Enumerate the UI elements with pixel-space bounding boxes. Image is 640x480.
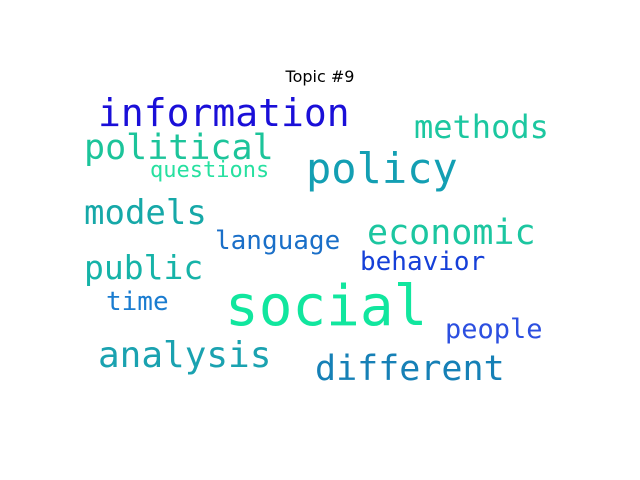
cloud-word-analysis: analysis	[98, 335, 272, 376]
word-cloud: information methods political policy que…	[80, 86, 560, 406]
cloud-word-information: information	[98, 91, 350, 135]
cloud-word-social: social	[225, 274, 428, 339]
cloud-word-policy: policy	[306, 144, 458, 193]
cloud-word-methods: methods	[414, 108, 549, 146]
cloud-word-models: models	[84, 193, 207, 233]
cloud-word-questions: questions	[150, 158, 270, 183]
cloud-word-different: different	[315, 349, 505, 389]
cloud-word-people: people	[445, 314, 543, 345]
cloud-word-public: public	[84, 248, 204, 287]
cloud-word-behavior: behavior	[360, 247, 486, 277]
cloud-word-economic: economic	[367, 213, 536, 253]
cloud-word-language: language	[215, 226, 341, 256]
cloud-word-political: political	[84, 128, 274, 168]
figure-title: Topic #9	[285, 67, 355, 86]
cloud-word-time: time	[106, 287, 169, 317]
